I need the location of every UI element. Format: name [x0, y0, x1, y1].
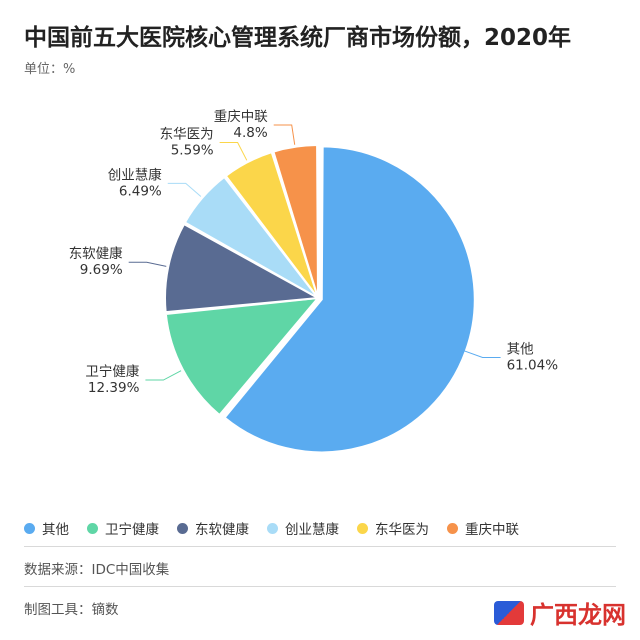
slice-value-3: 6.49%	[119, 183, 162, 199]
leader-line-0	[463, 350, 501, 358]
legend-label: 其他	[42, 522, 69, 538]
leader-line-4	[219, 142, 248, 161]
chart-title: 中国前五大医院核心管理系统厂商市场份额，2020年	[24, 25, 572, 51]
watermark-text: 广西龙网	[530, 601, 626, 629]
slice-label-3: 创业慧康	[108, 166, 162, 183]
pie-slice-2	[164, 222, 322, 314]
legend-label: 东软健康	[195, 522, 249, 538]
legend: 其他 卫宁健康 东软健康 创业慧康 东华医为 重庆中联	[24, 518, 624, 538]
leader-line-3	[167, 182, 202, 197]
slice-value-5: 4.8%	[233, 125, 267, 141]
unit-label: 单位：%	[24, 62, 76, 77]
legend-label: 东华医为	[375, 522, 429, 538]
slice-label-4: 东华医为	[160, 127, 214, 143]
pie-slice-4	[224, 150, 319, 299]
legend-item-0: 其他	[24, 518, 69, 538]
slice-label-5: 重庆中联	[214, 109, 268, 125]
watermark: 广西龙网	[494, 595, 626, 630]
watermark-logo-icon	[494, 600, 524, 625]
leader-line-1	[145, 370, 182, 381]
slice-label-0: 其他	[507, 341, 534, 357]
pie-slice-1	[164, 296, 321, 417]
legend-label: 创业慧康	[285, 522, 339, 538]
leader-line-2	[128, 261, 167, 267]
slice-value-1: 12.39%	[88, 380, 140, 396]
legend-dot-icon	[357, 522, 368, 534]
legend-item-4: 东华医为	[357, 518, 429, 538]
legend-item-2: 东软健康	[177, 518, 249, 538]
divider	[24, 546, 616, 547]
legend-item-1: 卫宁健康	[87, 518, 159, 538]
slice-value-4: 5.59%	[171, 143, 214, 159]
legend-item-3: 创业慧康	[267, 518, 339, 538]
slice-label-2: 东软健康	[69, 245, 123, 262]
slice-value-0: 61.04%	[507, 357, 559, 373]
slice-label-1: 卫宁健康	[85, 363, 139, 380]
legend-dot-icon	[177, 522, 188, 534]
tool-note: 制图工具：镝数	[24, 602, 119, 618]
divider	[24, 586, 616, 587]
leader-line-5	[273, 124, 296, 145]
source-note: 数据来源：IDC中国收集	[24, 562, 170, 578]
pie-slice-5	[272, 143, 319, 299]
legend-label: 重庆中联	[465, 522, 519, 538]
legend-dot-icon	[24, 522, 35, 534]
legend-dot-icon	[447, 522, 458, 534]
pie-slice-3	[183, 175, 319, 299]
legend-item-5: 重庆中联	[447, 518, 519, 538]
slice-value-2: 9.69%	[80, 262, 123, 278]
legend-label: 卫宁健康	[105, 522, 159, 538]
legend-dot-icon	[87, 522, 98, 534]
legend-dot-icon	[267, 522, 278, 534]
